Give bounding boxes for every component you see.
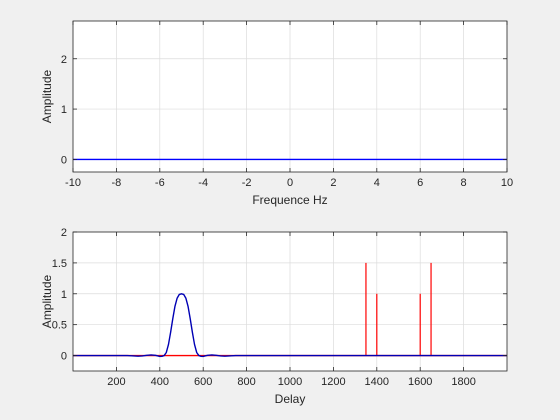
delay-y-tick-label: 1.5 [52, 258, 67, 270]
frequency-x-tick-label: -6 [155, 177, 165, 189]
delay-x-tick-label: 1000 [278, 376, 302, 388]
delay-y-tick-label: 1 [61, 289, 67, 301]
frequency-x-tick-label: -8 [112, 177, 122, 189]
delay-x-tick-label: 1800 [451, 376, 475, 388]
delay-y-axis-label: Amplitude [40, 275, 54, 329]
frequency-x-tick-label: 6 [417, 177, 423, 189]
delay-ticks: 200 400 600 800 1000 1200 1400 1600 1800 0 0.5 1 1.5… [52, 227, 507, 388]
frequency-x-tick-label: -2 [242, 177, 252, 189]
frequency-axes[interactable]: -10 -8 -6 -4 -2 0 2 4 6 8 10 0 1 2 Frequence Hz Ampli… [40, 20, 513, 207]
frequency-x-tick-label: -10 [65, 177, 81, 189]
delay-x-tick-label: 1200 [321, 376, 345, 388]
frequency-x-tick-label: 10 [501, 177, 513, 189]
frequency-y-tick-label: 0 [61, 154, 67, 166]
frequency-y-tick-label: 2 [61, 54, 67, 66]
frequency-y-axis-label: Amplitude [40, 70, 54, 124]
delay-series [73, 262, 507, 358]
delay-x-axis-label: Delay [275, 392, 306, 406]
delay-axes[interactable]: 200 400 600 800 1000 1200 1400 1600 1800 0 0.5 1 1.5… [40, 227, 508, 406]
frequency-x-axis-label: Frequence Hz [252, 193, 327, 207]
delay-x-tick-label: 1400 [365, 376, 389, 388]
delay-x-tick-label: 800 [237, 376, 255, 388]
frequency-ticks: -10 -8 -6 -4 -2 0 2 4 6 8 10 0 1 2 [61, 21, 513, 189]
delay-y-tick-label: 2 [61, 227, 67, 239]
delay-x-tick-label: 400 [151, 376, 169, 388]
frequency-x-tick-label: 2 [330, 177, 336, 189]
frequency-x-tick-label: 0 [287, 177, 293, 189]
frequency-y-tick-label: 1 [61, 104, 67, 116]
delay-x-tick-label: 200 [107, 376, 125, 388]
delay-x-tick-label: 1600 [408, 376, 432, 388]
delay-y-tick-label: 0 [61, 351, 67, 363]
delay-x-tick-label: 600 [194, 376, 212, 388]
delay-series-line-1 [73, 293, 507, 358]
frequency-x-tick-label: 8 [461, 177, 467, 189]
frequency-x-tick-label: -4 [198, 177, 208, 189]
frequency-x-tick-label: 4 [374, 177, 380, 189]
delay-y-tick-label: 0.5 [52, 320, 67, 332]
